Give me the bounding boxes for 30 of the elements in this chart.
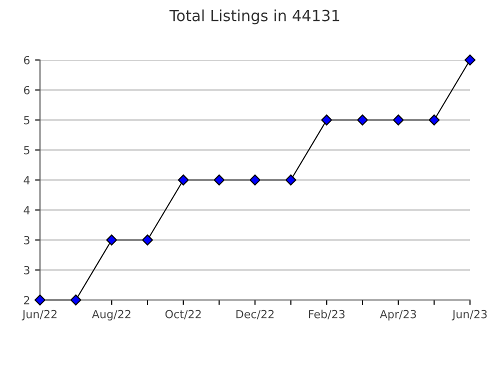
y-tick-label: 6 — [24, 56, 30, 64]
y-tick-label: 4 — [24, 176, 30, 184]
point — [357, 114, 368, 126]
point — [178, 174, 189, 186]
x-tick-label: Feb/23 — [308, 310, 345, 320]
y-tick-label: 2 — [24, 296, 30, 304]
x-tick-label: Oct/22 — [165, 310, 201, 320]
point — [428, 114, 440, 126]
x-tick-label: Jun/22 — [22, 310, 57, 320]
point — [214, 174, 225, 186]
y-tick-label: 5 — [24, 116, 30, 124]
point — [464, 54, 476, 66]
y-tick-label: 3 — [24, 266, 30, 274]
point — [250, 174, 260, 186]
x-tick-label: Aug/22 — [92, 310, 130, 320]
y-tick-label: 5 — [24, 146, 30, 154]
point — [392, 114, 404, 126]
point — [142, 234, 153, 246]
point — [34, 294, 46, 306]
x-tick-label: Jun/23 — [452, 310, 487, 320]
point — [285, 174, 296, 186]
y-tick-label: 3 — [24, 236, 30, 244]
point — [321, 114, 332, 126]
x-tick-label: Apr/23 — [380, 310, 416, 320]
point — [106, 234, 118, 246]
y-tick-label: 4 — [24, 206, 30, 214]
x-tick-label: Dec/22 — [236, 310, 274, 320]
point — [70, 294, 82, 306]
y-tick-label: 6 — [24, 86, 30, 94]
chart-title: Total Listings in 44131 — [169, 10, 340, 24]
